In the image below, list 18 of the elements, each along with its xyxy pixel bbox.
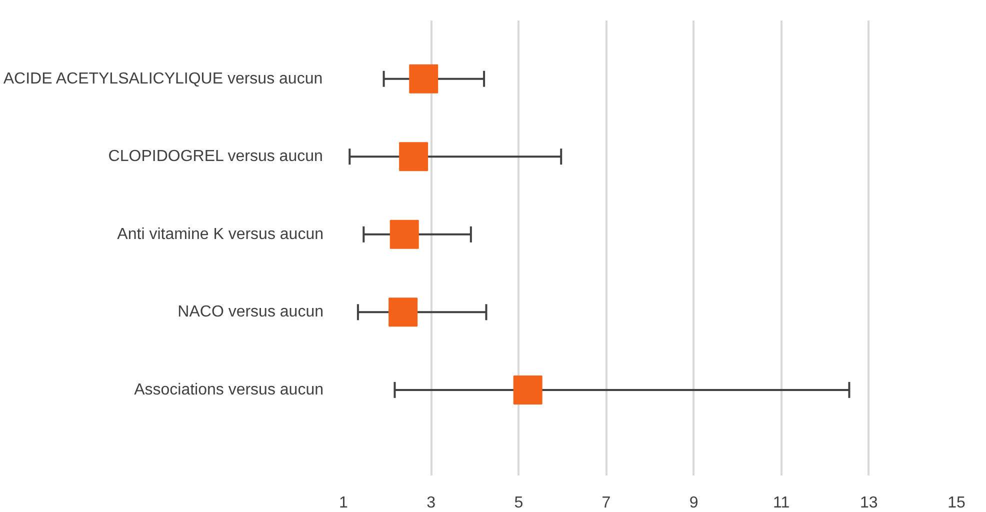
x-tick-label: 1 bbox=[339, 494, 348, 512]
x-tick-label: 15 bbox=[948, 494, 966, 512]
x-tick-label: 9 bbox=[689, 494, 698, 512]
y-tick-label: ACIDE ACETYLSALICYLIQUE versus aucun bbox=[3, 70, 323, 88]
y-tick-label: Associations versus aucun bbox=[134, 381, 324, 398]
x-tick-label: 13 bbox=[860, 494, 878, 512]
point bbox=[388, 298, 418, 327]
x-tick-label: 11 bbox=[773, 494, 790, 512]
point bbox=[390, 220, 419, 249]
point bbox=[399, 142, 428, 172]
y-tick-label: Anti vitamine K versus aucun bbox=[117, 226, 324, 243]
point bbox=[409, 64, 438, 94]
y-tick-label: NACO versus aucun bbox=[178, 304, 324, 321]
point bbox=[513, 375, 542, 404]
y-tick-label: CLOPIDOGREL versus aucun bbox=[108, 148, 323, 166]
x-tick-label: 5 bbox=[514, 494, 524, 512]
x-tick-label: 3 bbox=[426, 494, 436, 512]
x-tick-label: 7 bbox=[602, 494, 611, 512]
